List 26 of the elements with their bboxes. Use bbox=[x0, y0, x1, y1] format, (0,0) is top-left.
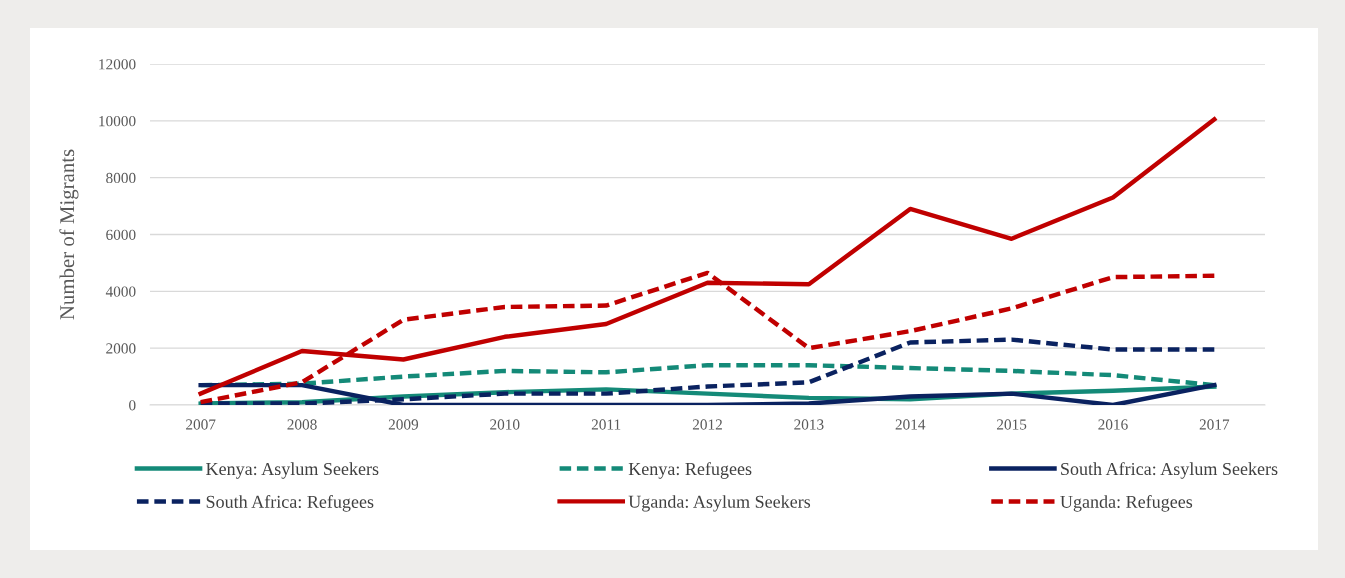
line-series bbox=[198, 337, 1217, 405]
x-tick-label: 2009 bbox=[388, 419, 419, 430]
legend-label: Uganda: Refugees bbox=[1060, 495, 1193, 512]
x-tick-label: 2015 bbox=[996, 419, 1027, 430]
legend-label: South Africa: Refugees bbox=[206, 495, 374, 512]
y-tick-label: 12000 bbox=[99, 59, 136, 70]
legend-label: Uganda: Asylum Seekers bbox=[628, 495, 811, 512]
y-tick-label: 6000 bbox=[106, 229, 136, 240]
y-tick-label: 2000 bbox=[106, 343, 136, 354]
y-tick-label: 4000 bbox=[105, 286, 136, 297]
y-tick-label: 10000 bbox=[99, 115, 136, 127]
x-tick-label: 2013 bbox=[794, 419, 824, 430]
y-axis-title: Number of Migrants bbox=[59, 149, 79, 320]
x-tick-label: 2014 bbox=[895, 419, 926, 430]
y-tick-label: 8000 bbox=[106, 172, 136, 184]
legend-label: Kenya: Refugees bbox=[628, 462, 752, 479]
x-tick-label: 2016 bbox=[1098, 419, 1128, 430]
x-tick-label: 2017 bbox=[1199, 419, 1230, 430]
x-tick-label: 2011 bbox=[591, 419, 621, 430]
y-tick-label: 0 bbox=[129, 400, 136, 411]
x-tick-label: 2007 bbox=[186, 419, 216, 430]
legend-label: Kenya: Asylum Seekers bbox=[206, 462, 379, 479]
x-tick-label: 2008 bbox=[287, 419, 317, 430]
x-tick-label: 2010 bbox=[490, 419, 520, 430]
x-tick-label: 2012 bbox=[692, 419, 722, 430]
legend-label: South Africa: Asylum Seekers bbox=[1061, 462, 1278, 479]
